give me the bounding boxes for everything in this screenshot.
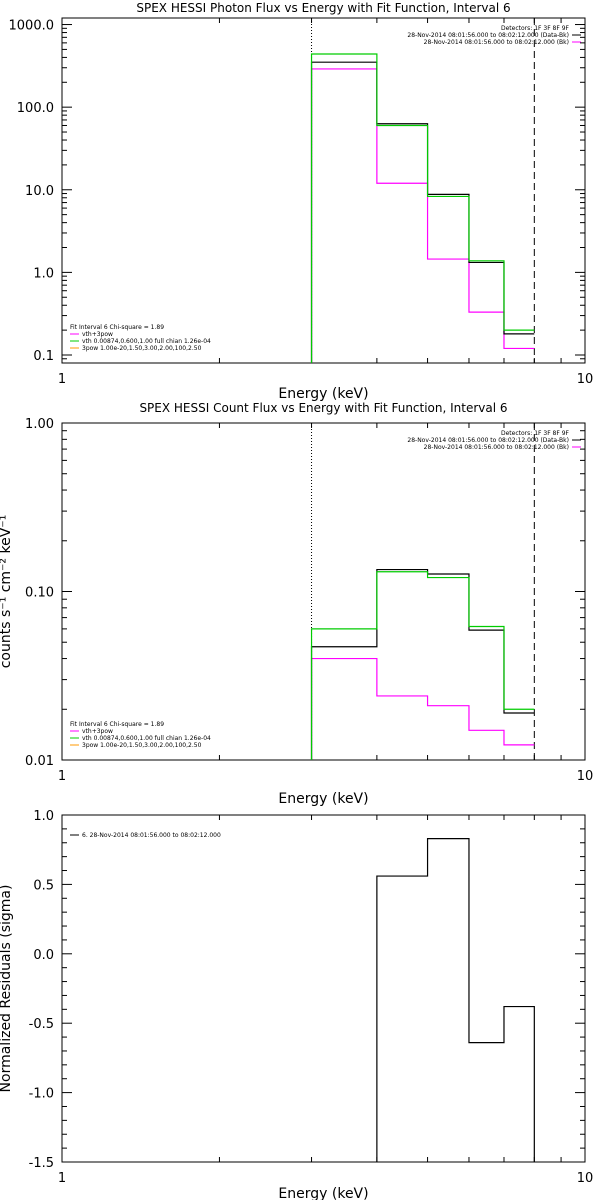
- series-step-line-2: [310, 61, 535, 363]
- legend-entry-text: 3pow 1.00e-20,1.50,3.00,2.00,100,2.50: [82, 742, 202, 749]
- legend-entry-text: vth+3pow: [82, 331, 113, 338]
- series-step-line-3: [310, 571, 535, 760]
- legend-entry-text: 28-Nov-2014 08:01:56.000 to 08:02:12.000…: [424, 444, 569, 451]
- y-tick-label: 0.10: [25, 586, 54, 601]
- legend-entry-text: vth+3pow: [82, 728, 113, 735]
- y-tick-label: 0.1: [33, 349, 54, 364]
- plot-frame: [61, 814, 586, 1163]
- legend-entry-text: 28-Nov-2014 08:01:56.000 to 08:02:12.000…: [407, 437, 569, 444]
- chart-panel-1: SPEX HESSI Photon Flux vs Energy with Fi…: [9, 1, 594, 402]
- y-tick-label: 0.5: [33, 878, 54, 893]
- y-tick-label: 10.0: [25, 184, 54, 199]
- x-axis-label: Energy (keV): [278, 791, 368, 807]
- legend-entry-text: vth 0.00874,0.600,1.00 full chian 1.26e-…: [82, 735, 211, 742]
- series-step-line-1: [310, 657, 535, 760]
- series-step-line-3: [310, 53, 535, 363]
- x-axis-label: Energy (keV): [278, 1186, 368, 1200]
- y-tick-label: 1.00: [25, 417, 54, 432]
- legend-entry-text: 28-Nov-2014 08:01:56.000 to 08:02:12.000…: [424, 39, 569, 46]
- x-tick-label: 10: [577, 769, 594, 784]
- y-tick-label: 0.0: [33, 948, 54, 963]
- x-tick-label: 10: [577, 1171, 594, 1186]
- y-tick-label: -0.5: [29, 1017, 54, 1032]
- y-tick-label: 1000.0: [9, 19, 55, 34]
- chart-panel-3: 1 10 -1.5 -1.0 -0.5 0.0 0.5 1.0 Energy (keV) Norm…: [0, 809, 593, 1200]
- plot-frame: [61, 17, 586, 364]
- y-tick-label: 100.0: [17, 101, 54, 116]
- legend-entry-text: 28-Nov-2014 08:01:56.000 to 08:02:12.000…: [407, 32, 569, 39]
- legend-entry-text: Detectors: 1F 3F 8F 9F: [501, 25, 570, 32]
- y-axis-label: Normalized Residuals (sigma): [0, 885, 14, 1093]
- chart-panel-2: SPEX HESSI Count Flux vs Energy with Fit…: [0, 401, 593, 807]
- x-tick-label: 10: [577, 372, 594, 387]
- series-step-line-2: [310, 568, 535, 760]
- x-axis-label: Energy (keV): [278, 386, 368, 402]
- legend-entry-text: 6. 28-Nov-2014 08:01:56.000 to 08:02:12.…: [82, 832, 221, 839]
- y-tick-label: 1.0: [33, 809, 54, 824]
- x-tick-label: 1: [58, 372, 66, 387]
- x-tick-label: 1: [58, 1171, 66, 1186]
- legend-entry-text: Fit Interval 6 Chi-square = 1.89: [70, 721, 164, 728]
- legend-entry-text: Fit Interval 6 Chi-square = 1.89: [70, 324, 164, 331]
- legend-entry-text: vth 0.00874,0.600,1.00 full chian 1.26e-…: [82, 338, 211, 345]
- chart-title: SPEX HESSI Count Flux vs Energy with Fit…: [139, 401, 507, 415]
- y-tick-label: -1.0: [29, 1087, 54, 1102]
- x-tick-label: 1: [58, 769, 66, 784]
- y-tick-label: -1.5: [29, 1156, 54, 1171]
- y-tick-label: 0.01: [25, 754, 54, 769]
- y-axis-label: counts s⁻¹ cm⁻² keV⁻¹: [0, 515, 14, 669]
- legend-entry-text: 3pow 1.00e-20,1.50,3.00,2.00,100,2.50: [82, 345, 202, 352]
- chart-title: SPEX HESSI Photon Flux vs Energy with Fi…: [136, 1, 510, 15]
- legend-entry-text: Detectors: 1F 3F 8F 9F: [501, 430, 570, 437]
- series-step-line-1: [310, 68, 535, 363]
- series-step-line-1: [376, 837, 535, 1162]
- y-tick-label: 1.0: [33, 266, 54, 281]
